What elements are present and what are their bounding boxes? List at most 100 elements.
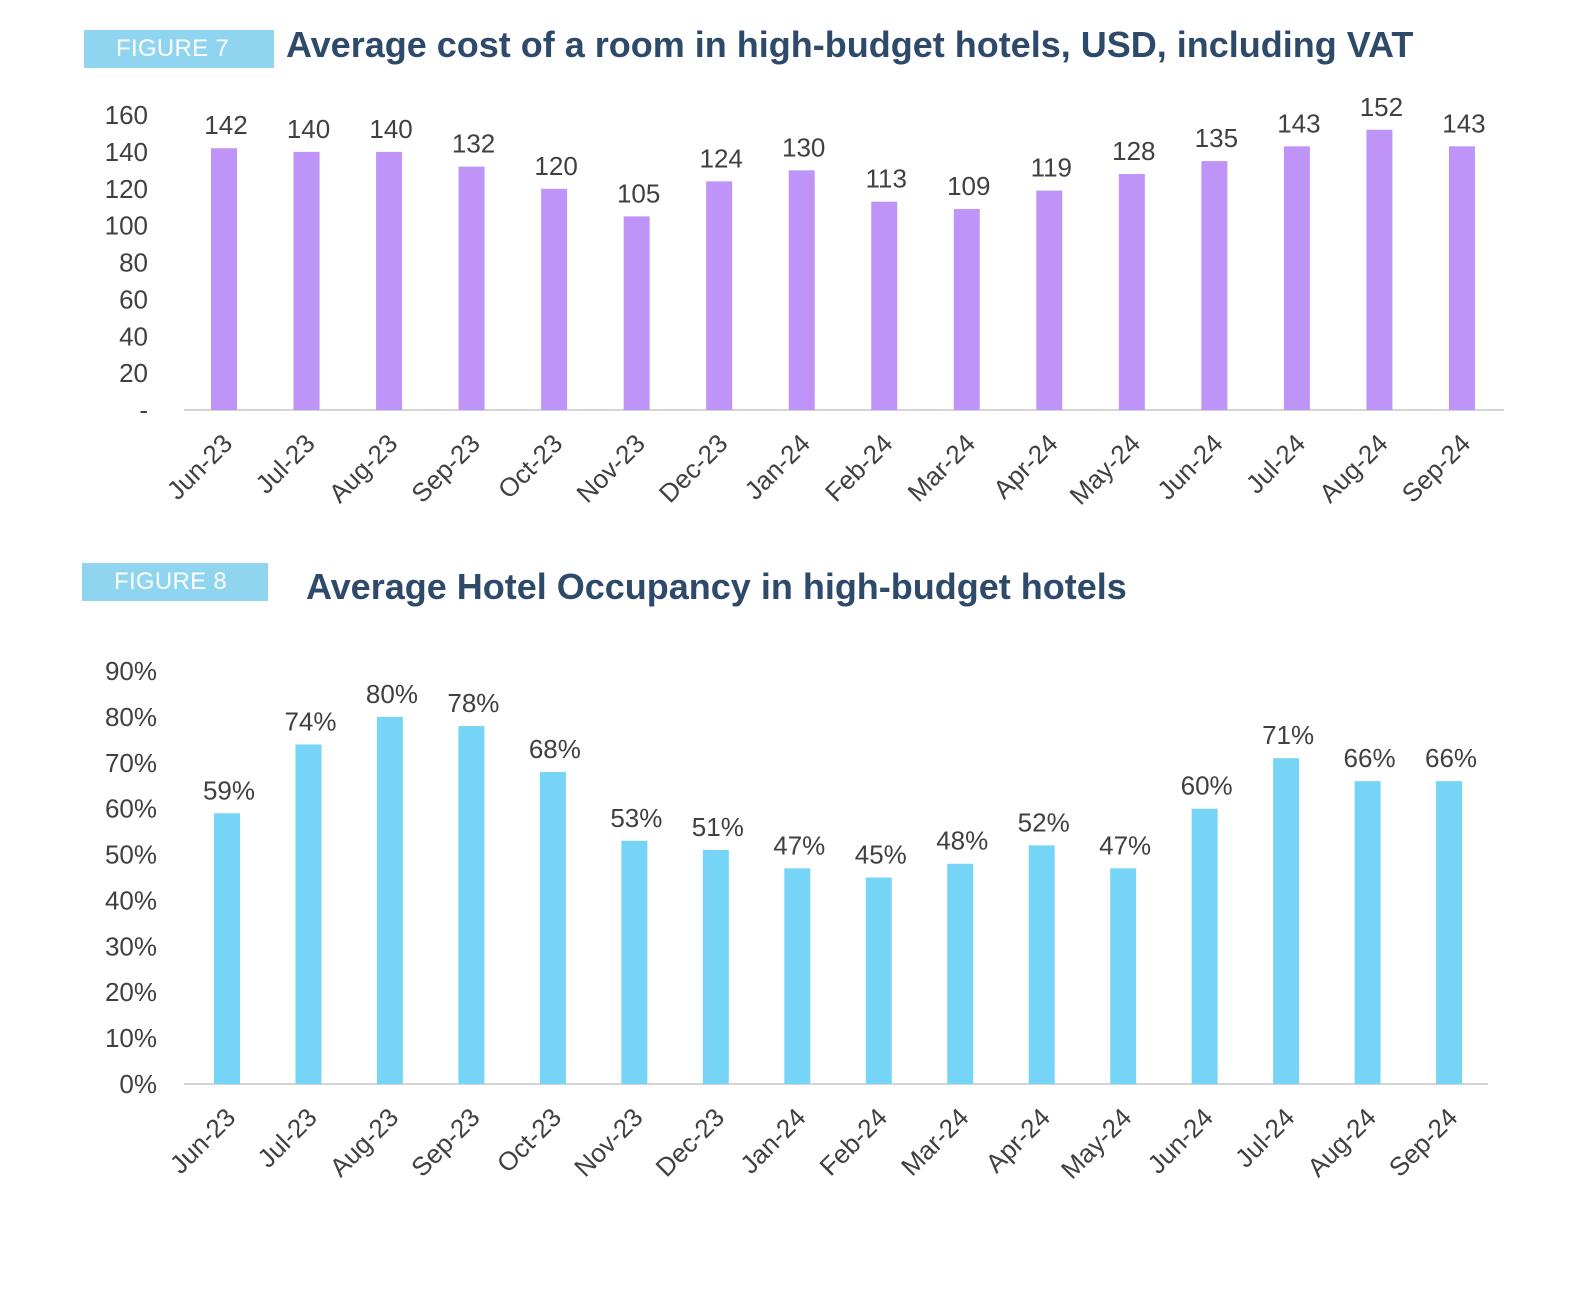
figure-8-data-label: 80%: [366, 679, 418, 709]
figure-8-x-tick-label: Apr-24: [980, 1102, 1056, 1178]
figure-8-data-label: 74%: [284, 706, 336, 736]
figure-7-y-tick-label: 20: [119, 358, 148, 388]
figure-8-data-label: 66%: [1344, 743, 1396, 773]
figure-7-bar: [458, 166, 485, 410]
figure-7-bar: [1118, 174, 1145, 410]
figure-8-bar: [214, 813, 240, 1084]
figure-8-bar: [1354, 781, 1381, 1084]
figure-8-bar: [539, 771, 566, 1084]
figure-7-bar: [871, 201, 898, 410]
figure-7-chart: - 20 40 60 80 100 120 140 160 142 140 140 132 120 105…: [105, 92, 1504, 511]
figure-8-data-label: 71%: [1262, 720, 1314, 750]
figure-8-bar: [1273, 758, 1300, 1084]
figure-8-bar: [376, 716, 403, 1084]
figure-7-data-label: 140: [369, 114, 412, 144]
figure-7-data-label: 143: [1277, 108, 1320, 138]
figure-7-data-label: 119: [1031, 153, 1072, 183]
figure-8-bars: [214, 716, 1463, 1084]
figure-7-data-label: 105: [617, 178, 660, 208]
figure-8-data-label: 78%: [447, 688, 499, 718]
figure-7-data-label: 135: [1195, 123, 1238, 153]
figure-8-bar: [865, 877, 892, 1084]
figure-8-y-tick-label: 90%: [105, 656, 157, 686]
figure-7-data-label: 109: [947, 171, 990, 201]
figure-7-y-tick-label: 40: [119, 321, 148, 351]
figure-7-y-tick-label: 60: [119, 284, 148, 314]
figure-8-data-labels: 59% 74% 80% 78% 68% 53% 51% 47% 45% 48% 52% 47% 60% 7…: [203, 679, 1477, 870]
figure-8-bar: [702, 849, 729, 1084]
figure-7-bar: [623, 216, 650, 410]
figure-7-y-tick-label: 120: [105, 174, 148, 204]
figure-8-bar: [1191, 808, 1218, 1084]
figure-8-x-tick-label: Jan-24: [734, 1102, 811, 1179]
figure-8-y-tick-label: 20%: [105, 977, 157, 1007]
figure-8-bar: [295, 744, 322, 1084]
figure-8-bar: [621, 840, 648, 1084]
figure-7-data-label: 142: [204, 110, 247, 140]
figure-7-bar: [1448, 146, 1475, 410]
figure-8-data-label: 47%: [773, 830, 825, 860]
figure-8-x-tick-label: May-24: [1055, 1102, 1138, 1185]
figure-8-x-tick-label: Jul-23: [251, 1102, 322, 1173]
figure-8-data-label: 45%: [855, 840, 907, 870]
figure-7-bar: [211, 148, 237, 410]
figure-8-x-tick-label: Jun-24: [1141, 1102, 1218, 1179]
figure-8-y-tick-label: 70%: [105, 748, 157, 778]
figure-7-y-tick-label: 80: [119, 248, 148, 278]
figure-8-x-tick-label: Mar-24: [895, 1102, 974, 1181]
figure-8-data-label: 53%: [610, 803, 662, 833]
figure-8-x-tick-label: Jul-24: [1229, 1102, 1300, 1173]
figure-7-bar: [1366, 129, 1393, 410]
figure-8-bar: [784, 868, 811, 1084]
figure-7-y-tick-label: 160: [105, 100, 148, 130]
figure-7-bar: [953, 209, 980, 410]
figure-8-x-axis: Jun-23 Jul-23 Aug-23 Sep-23 Oct-23 Nov-23 Dec-…: [164, 1102, 1463, 1185]
figure-7-data-label: 130: [782, 132, 825, 162]
figure-8-data-label: 48%: [936, 826, 988, 856]
figure-7-data-label: 143: [1442, 108, 1485, 138]
figure-7-bar: [1283, 146, 1310, 410]
figure-7-data-label: 120: [534, 151, 577, 181]
figure-7-data-label: 113: [866, 164, 907, 194]
figure-7-bar: [706, 181, 733, 410]
figure-8-bar: [1028, 845, 1055, 1084]
figure-8-data-label: 60%: [1181, 771, 1233, 801]
figure-8-data-label: 52%: [1018, 807, 1070, 837]
figure-8-y-tick-label: 60%: [105, 794, 157, 824]
figure-8-x-tick-label: Dec-23: [650, 1102, 730, 1182]
figure-8-data-label: 59%: [203, 775, 255, 805]
figure-8-y-tick-label: 30%: [105, 931, 157, 961]
figure-7-bar: [376, 151, 403, 410]
figure-8-y-tick-label: 50%: [105, 840, 157, 870]
figure-8-title: Average Hotel Occupancy in high-budget h…: [306, 566, 1127, 607]
figure-8-data-label: 68%: [529, 734, 581, 764]
figure-8-x-tick-label: Sep-24: [1383, 1102, 1463, 1182]
figure-7-bar: [1201, 161, 1228, 410]
figure-8-x-tick-label: Nov-23: [568, 1102, 648, 1182]
figure-8-y-tick-label: 0%: [119, 1069, 157, 1099]
figure-7-y-tick-label: 140: [105, 137, 148, 167]
figure-8-x-tick-label: Sep-23: [405, 1102, 485, 1182]
figure-8-badge: FIGURE 8: [82, 563, 268, 601]
figure-7-bar: [1036, 190, 1063, 410]
figure-7-y-tick-label: -: [139, 395, 148, 425]
figure-7-y-tick-label: 100: [105, 211, 148, 241]
figure-7-bar: [788, 170, 815, 410]
figure-7-data-label: 140: [287, 114, 330, 144]
figure-8-x-tick-label: Aug-24: [1301, 1102, 1381, 1182]
figure-7-title: Average cost of a room in high-budget ho…: [286, 24, 1414, 65]
figure-8-y-tick-label: 10%: [105, 1023, 157, 1053]
figure-8-bar: [1436, 781, 1463, 1084]
figure-8-y-tick-label: 40%: [105, 885, 157, 915]
figure-8-data-label: 66%: [1425, 743, 1477, 773]
figure-8-x-tick-label: Feb-24: [814, 1102, 893, 1181]
figure-8-header: FIGURE 8 Average Hotel Occupancy in high…: [82, 563, 1282, 607]
figure-8-data-label: 51%: [692, 812, 744, 842]
figure-8-x-tick-label: Oct-23: [491, 1102, 567, 1178]
figure-7-data-label: 128: [1112, 136, 1155, 166]
figure-7-data-label: 152: [1360, 92, 1403, 122]
figure-8-bar: [947, 863, 974, 1084]
figure-8-bar: [458, 726, 485, 1084]
figure-7-bars: [211, 129, 1475, 410]
figure-7-data-label: 124: [699, 143, 742, 173]
